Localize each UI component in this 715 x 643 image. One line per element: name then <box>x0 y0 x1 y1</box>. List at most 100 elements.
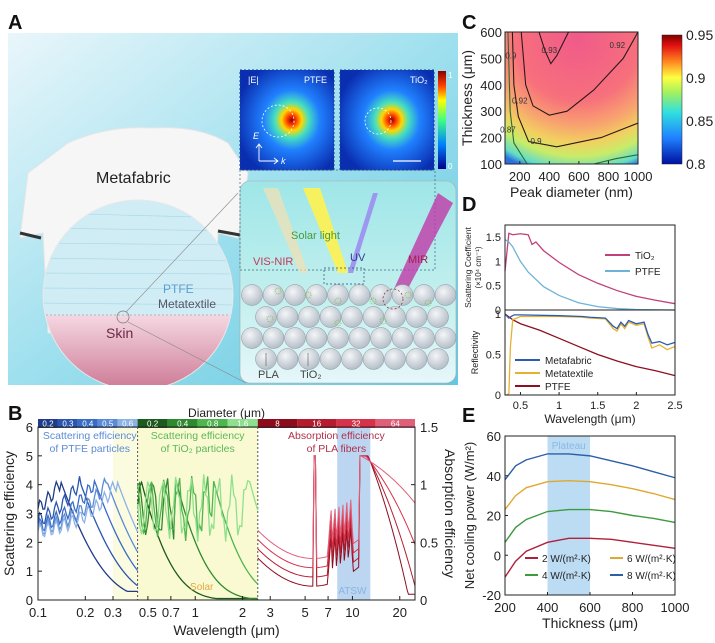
plateau-label: Plateau <box>552 441 586 452</box>
legend-label: Metafabric <box>545 356 592 367</box>
diameter-label: 64 <box>391 420 400 429</box>
pla-fiber <box>327 327 349 349</box>
field-label: |E| <box>248 75 259 85</box>
chart-b: Diameter (μm) 0.2 0.3 0.4 0.5 0.6 0.2 0.4 0.8 1.6… <box>1 406 458 638</box>
panel-label-c: C <box>462 12 477 34</box>
x-tick-label: 0.1 <box>29 605 47 620</box>
x-tick-label: 0.5 <box>139 605 157 620</box>
x-tick-label: 0.2 <box>76 605 94 620</box>
x-tick-label: 2 <box>633 400 639 412</box>
pla-fiber <box>370 327 392 349</box>
pla-fiber <box>427 348 449 370</box>
x-tick-label: 1 <box>556 400 562 412</box>
diameter-label: 0.2 <box>42 420 54 429</box>
pla-fiber <box>241 327 263 349</box>
x-tick-label: 1 <box>192 605 199 620</box>
contour-label: 0.9 <box>505 51 517 60</box>
pla-fiber <box>434 284 457 306</box>
ptfe-label: PTFE <box>163 282 194 296</box>
diameter-swatch <box>38 419 58 428</box>
panel-label-e: E <box>462 405 476 427</box>
pla-fiber <box>284 284 306 306</box>
pla-fiber <box>348 327 371 349</box>
plot-frame <box>504 31 639 165</box>
cooling-power-curve <box>504 508 676 543</box>
pla-fiber <box>305 327 328 349</box>
contour-label: 0.87 <box>500 125 516 134</box>
diameter-swatch <box>375 419 415 428</box>
axis-e-label: E <box>253 131 260 141</box>
field-colorbar-min: 0 <box>448 162 453 171</box>
plateau-band <box>547 436 590 595</box>
pla-fiber <box>241 284 263 306</box>
x-tick-label: 2.5 <box>667 400 682 412</box>
y2-tick-label: 1.5 <box>420 420 438 435</box>
y-axis-label: Scattering efficiency <box>1 451 17 576</box>
diameter-swatch <box>137 419 168 428</box>
x-tick-label: 600 <box>579 600 601 615</box>
diameter-label: 0.5 <box>102 420 114 429</box>
scattering-curve <box>504 232 676 305</box>
chart-c: 0.93 0.92 0.92 0.9 0.9 0.87 100 200 300 400 500 600… <box>460 25 713 200</box>
pla-fiber <box>384 306 406 328</box>
y-tick-label: 500 <box>480 51 502 66</box>
y-tick-label: 600 <box>480 25 502 40</box>
x-tick-label: 1.5 <box>590 400 605 412</box>
x-tick-label: 400 <box>538 169 560 184</box>
pla-fiber <box>262 327 285 349</box>
y-tick-label: 1 <box>495 256 501 268</box>
diameter-label: 0.4 <box>82 420 94 429</box>
contour-label: 0.92 <box>610 41 626 50</box>
diameter-swatch <box>197 419 228 428</box>
pla-fiber <box>413 284 435 306</box>
pla-fiber <box>348 284 371 306</box>
x-tick-label: 5 <box>301 605 308 620</box>
y-tick-label: 100 <box>480 157 502 172</box>
y-tick-label: 300 <box>480 104 502 119</box>
contour-line <box>511 31 639 148</box>
legend-label: 4 W/(m²·K) <box>542 571 591 582</box>
pla-fiber <box>298 348 320 370</box>
pla-label: PLA <box>258 369 279 381</box>
tio2-particle <box>369 297 377 305</box>
section-title: of TiO₂ particles <box>161 443 235 455</box>
ptfe-curve <box>37 476 138 587</box>
pla-fiber <box>405 306 428 328</box>
plot-frame-bottom <box>504 309 676 396</box>
tio2-particle <box>334 297 342 305</box>
metafabric-illustration: Metafabric PTFE Metatextile Skin |E| PTF… <box>8 33 458 385</box>
diameter-label: 8 <box>275 420 280 429</box>
diameter-label: 1.6 <box>237 420 249 429</box>
y-tick-label: 1.5 <box>486 232 501 244</box>
tio2-particle <box>424 299 432 307</box>
tio2-particle <box>404 291 412 299</box>
y2-tick-label: 1 <box>420 478 427 493</box>
y2-axis-label: Absorption efficiency <box>442 449 458 578</box>
y-tick-label: 6 <box>26 420 33 435</box>
tio2-particle <box>334 319 342 327</box>
pla-fiber <box>305 284 328 306</box>
tio2-particle <box>266 315 274 323</box>
y-axis-label-top-unit: (×10⁴ cm⁻¹) <box>474 246 483 288</box>
legend-label: 2 W/(m²·K) <box>542 554 591 565</box>
y-tick-label: 200 <box>480 131 502 146</box>
tio2-particle <box>304 291 312 299</box>
pla-curve <box>257 455 416 559</box>
e-k-arrows-icon <box>255 143 279 165</box>
field-colorbar <box>438 71 446 169</box>
legend-label: PTFE <box>635 267 661 278</box>
y-tick-label: 4 <box>26 478 33 493</box>
diameter-swatch <box>297 419 337 428</box>
diameter-title: Diameter (μm) <box>188 406 265 420</box>
x-tick-label: 400 <box>537 600 559 615</box>
x-axis-label: Thickness (μm) <box>542 615 638 631</box>
legend-label: PTFE <box>545 382 571 393</box>
tio2-particle <box>274 287 282 295</box>
diameter-label: 0.3 <box>62 420 74 429</box>
colorbar-tick-label: 0.8 <box>686 156 706 172</box>
y-tick-label: 400 <box>480 78 502 93</box>
diameter-label: 16 <box>312 420 321 429</box>
diameter-swatch <box>97 419 118 428</box>
skin-label: Skin <box>106 325 133 341</box>
field-ptfe-title: PTFE <box>304 75 327 85</box>
